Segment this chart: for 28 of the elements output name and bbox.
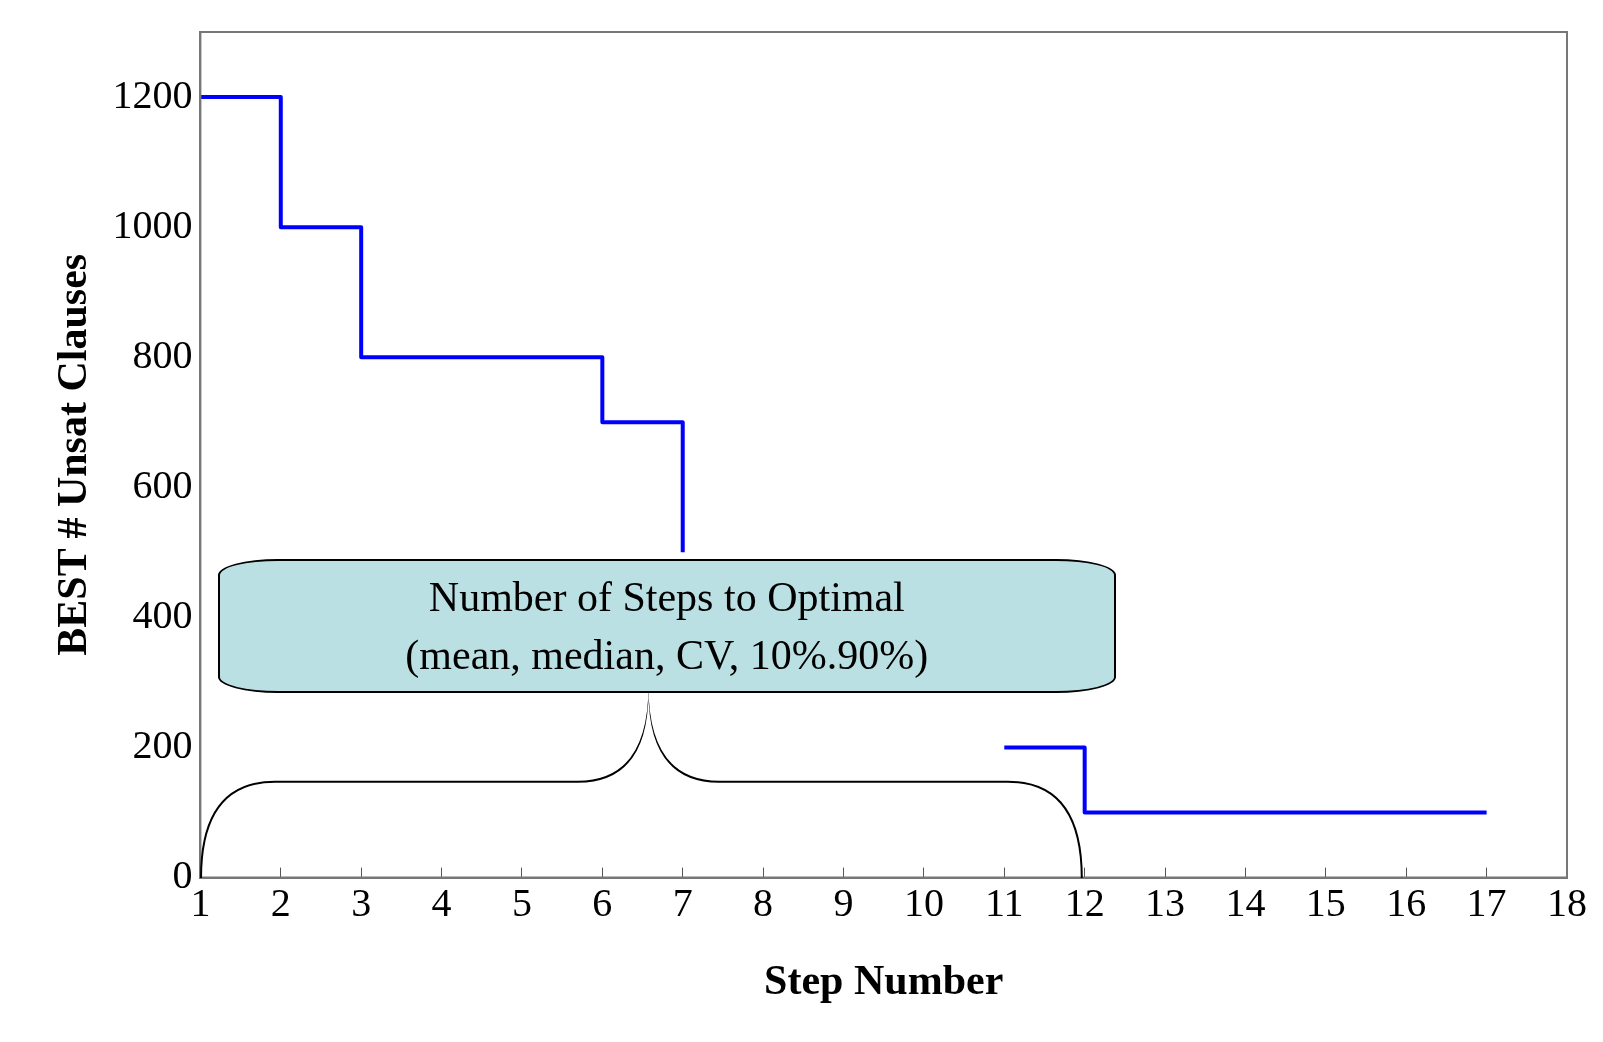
y-tick-label: 1200 [112,71,193,117]
x-tick-label: 8 [753,880,774,926]
x-tick-label: 5 [511,880,532,926]
y-axis-title: BEST # Unsat Clauses [49,253,96,656]
x-tick-label: 13 [1145,880,1186,926]
x-tick-label: 14 [1225,880,1266,926]
x-tick-label: 9 [833,880,854,926]
y-tick-label: 200 [132,722,193,768]
x-tick-label: 16 [1386,880,1427,926]
y-tick-label: 600 [132,461,193,507]
x-tick-label: 10 [903,880,944,926]
x-tick-label: 15 [1305,880,1346,926]
x-tick-label: 1 [190,880,211,926]
x-tick-label: 6 [592,880,613,926]
y-tick-label: 0 [172,852,193,898]
x-tick-label: 3 [351,880,372,926]
x-tick-label: 4 [431,880,452,926]
x-tick-label: 12 [1064,880,1105,926]
x-tick-label: 17 [1466,880,1507,926]
x-tick-label: 2 [270,880,291,926]
y-tick-label: 1000 [112,201,193,247]
callout-box: Number of Steps to Optimal (mean, median, CV, 10%.90%) [217,558,1116,694]
x-tick-label: 11 [985,880,1024,926]
x-tick-label: 7 [672,880,693,926]
x-tick-label: 18 [1547,880,1587,926]
y-tick-label: 400 [132,591,193,637]
y-tick-label: 800 [132,331,193,377]
x-axis-title: Step Number [764,956,1004,1003]
